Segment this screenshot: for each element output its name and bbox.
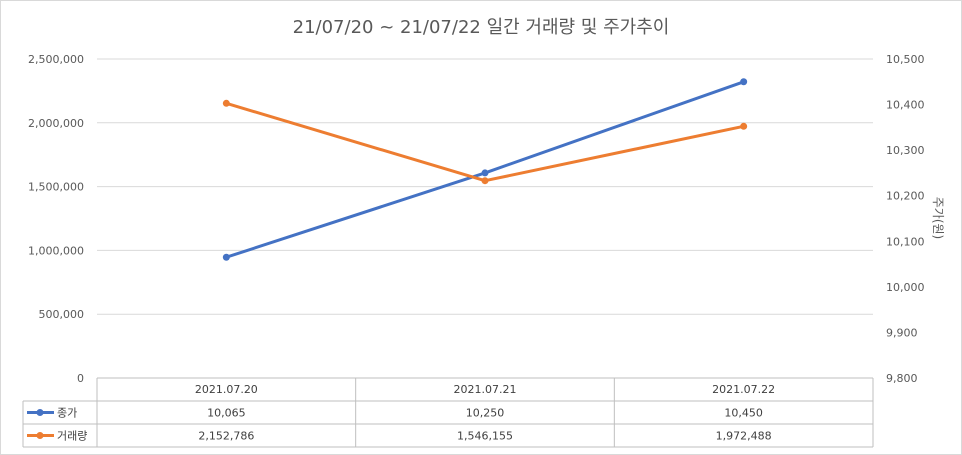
y-right-tick-label: 10,100 (886, 235, 925, 248)
table-cell-value: 1,972,488 (716, 430, 772, 443)
y-right-tick-label: 9,800 (886, 372, 918, 385)
category-label: 2021.07.22 (712, 383, 775, 396)
table-cell-value: 1,546,155 (457, 430, 513, 443)
table-cell-value: 10,065 (207, 407, 246, 420)
legend-label: 거래량 (57, 430, 87, 443)
data-point (481, 177, 489, 185)
table-cell-value: 10,450 (724, 407, 763, 420)
y-right-tick-label: 10,500 (886, 53, 925, 66)
data-point (222, 253, 230, 261)
y-left-tick-label: 500,000 (39, 308, 85, 321)
y-left-tick-label: 1,000,000 (28, 244, 84, 257)
data-point (481, 169, 489, 177)
data-point (740, 122, 748, 130)
y-right-axis-title: 주가(원) (931, 197, 945, 239)
y-right-tick-label: 10,200 (886, 190, 925, 203)
legend-key-marker (36, 409, 44, 416)
category-label: 2021.07.20 (195, 383, 258, 396)
y-right-tick-label: 9,900 (886, 326, 918, 339)
chart-title: 21/07/20 ~ 21/07/22 일간 거래량 및 주가추이 (293, 17, 670, 38)
y-left-tick-label: 2,500,000 (28, 53, 84, 66)
legend-label: 종가 (57, 407, 77, 420)
y-left-tick-label: 1,500,000 (28, 181, 84, 194)
y-right-tick-label: 10,400 (886, 99, 925, 112)
series-line (225, 101, 744, 183)
table-cell-value: 10,250 (466, 407, 505, 420)
y-right-tick-label: 10,300 (886, 144, 925, 157)
table-cell-value: 2,152,786 (198, 430, 254, 443)
data-point (740, 78, 748, 86)
y-left-tick-label: 0 (77, 372, 84, 385)
y-right-tick-label: 10,000 (886, 281, 925, 294)
y-left-tick-label: 2,000,000 (28, 117, 84, 130)
category-label: 2021.07.21 (454, 383, 517, 396)
legend-key-marker (36, 432, 44, 439)
data-point (222, 99, 230, 107)
